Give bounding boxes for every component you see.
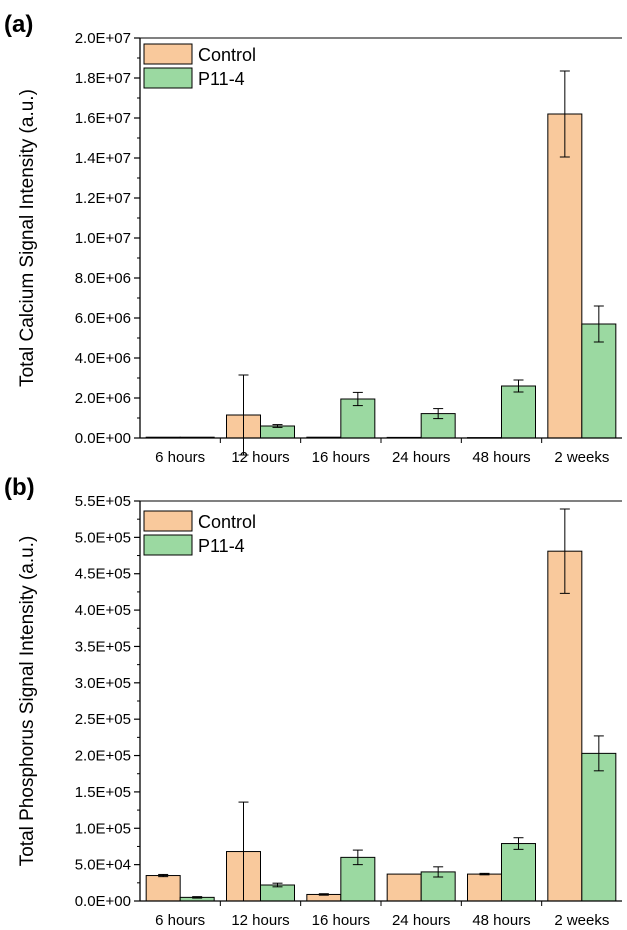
- y-tick-label: 2.0E+05: [75, 748, 131, 765]
- y-tick-label: 1.5E+05: [75, 784, 131, 801]
- y-tick-label: 1.4E+07: [75, 150, 131, 167]
- y-tick-label: 2.0E+06: [75, 390, 131, 407]
- x-tick-label: 16 hours: [312, 449, 370, 466]
- legend: Control P11-4: [143, 510, 256, 556]
- x-tick-label: 16 hours: [312, 912, 370, 929]
- x-tick-label: 12 hours: [231, 449, 289, 466]
- y-tick-label: 3.0E+05: [75, 675, 131, 692]
- x-tick-label: 24 hours: [392, 912, 450, 929]
- y-tick-label: 4.0E+05: [75, 602, 131, 619]
- legend-swatch-control: [143, 510, 193, 532]
- bar-control: [547, 550, 583, 902]
- y-tick-label: 2.5E+05: [75, 711, 131, 728]
- bar-control: [145, 875, 181, 902]
- x-tick-label: 48 hours: [472, 912, 530, 929]
- bar-p11-4: [581, 323, 617, 439]
- bar-control: [467, 873, 502, 902]
- y-tick-label: 5.0E+04: [75, 857, 131, 874]
- chart-panel-a: 0.0E+00 2.0E+06 4.0E+06 6.0E+06 8.0E+06 1.0E+…: [17, 30, 622, 466]
- legend: Control P11-4: [143, 43, 256, 89]
- x-tick-label: 6 hours: [155, 449, 205, 466]
- y-tick-label: 5.0E+05: [75, 529, 131, 546]
- x-tick-label: 6 hours: [155, 912, 205, 929]
- bar-control: [547, 113, 583, 439]
- legend-label: P11-4: [198, 536, 245, 556]
- y-tick-label: 3.5E+05: [75, 638, 131, 655]
- legend-swatch-control: [143, 43, 193, 65]
- bar-control: [386, 873, 422, 902]
- y-tick-label: 1.8E+07: [75, 70, 131, 87]
- y-tick-label: 0.0E+00: [75, 893, 131, 910]
- y-tick-label: 2.0E+07: [75, 30, 131, 47]
- y-tick-label: 4.0E+06: [75, 350, 131, 367]
- y-tick-label: 0.0E+00: [75, 430, 131, 447]
- y-tick-label: 5.5E+05: [75, 493, 131, 510]
- legend-swatch-p11-4: [143, 67, 193, 89]
- y-tick-label: 1.2E+07: [75, 190, 131, 207]
- panel-label: (a): [4, 11, 33, 38]
- y-tick-label: 1.6E+07: [75, 110, 131, 127]
- legend-label: Control: [198, 45, 256, 65]
- bar-p11-4: [501, 843, 536, 902]
- panel-label: (b): [4, 474, 35, 501]
- bar-p11-4: [581, 752, 617, 902]
- bar-p11-4: [501, 385, 536, 439]
- y-tick-label: 4.5E+05: [75, 566, 131, 583]
- x-tick-label: 12 hours: [231, 912, 289, 929]
- legend-swatch-p11-4: [143, 534, 193, 556]
- x-tick-label: 48 hours: [472, 449, 530, 466]
- x-tick-label: 24 hours: [392, 449, 450, 466]
- y-tick-label: 8.0E+06: [75, 270, 131, 287]
- y-axis-title: Total Calcium Signal Intensity (a.u.): [17, 89, 38, 387]
- y-tick-label: 6.0E+06: [75, 310, 131, 327]
- y-tick-label: 1.0E+07: [75, 230, 131, 247]
- chart-panel-b: 0.0E+00 5.0E+04 1.0E+05 1.5E+05 2.0E+05 2.5E+…: [17, 493, 622, 929]
- x-tick-label: 2 weeks: [554, 449, 609, 466]
- x-tick-label: 2 weeks: [554, 912, 609, 929]
- legend-label: Control: [198, 512, 256, 532]
- y-tick-label: 1.0E+05: [75, 820, 131, 837]
- y-axis-title: Total Phosphorus Signal Intensity (a.u.): [17, 536, 38, 867]
- bar-p11-4: [260, 884, 295, 902]
- legend-label: P11-4: [198, 69, 245, 89]
